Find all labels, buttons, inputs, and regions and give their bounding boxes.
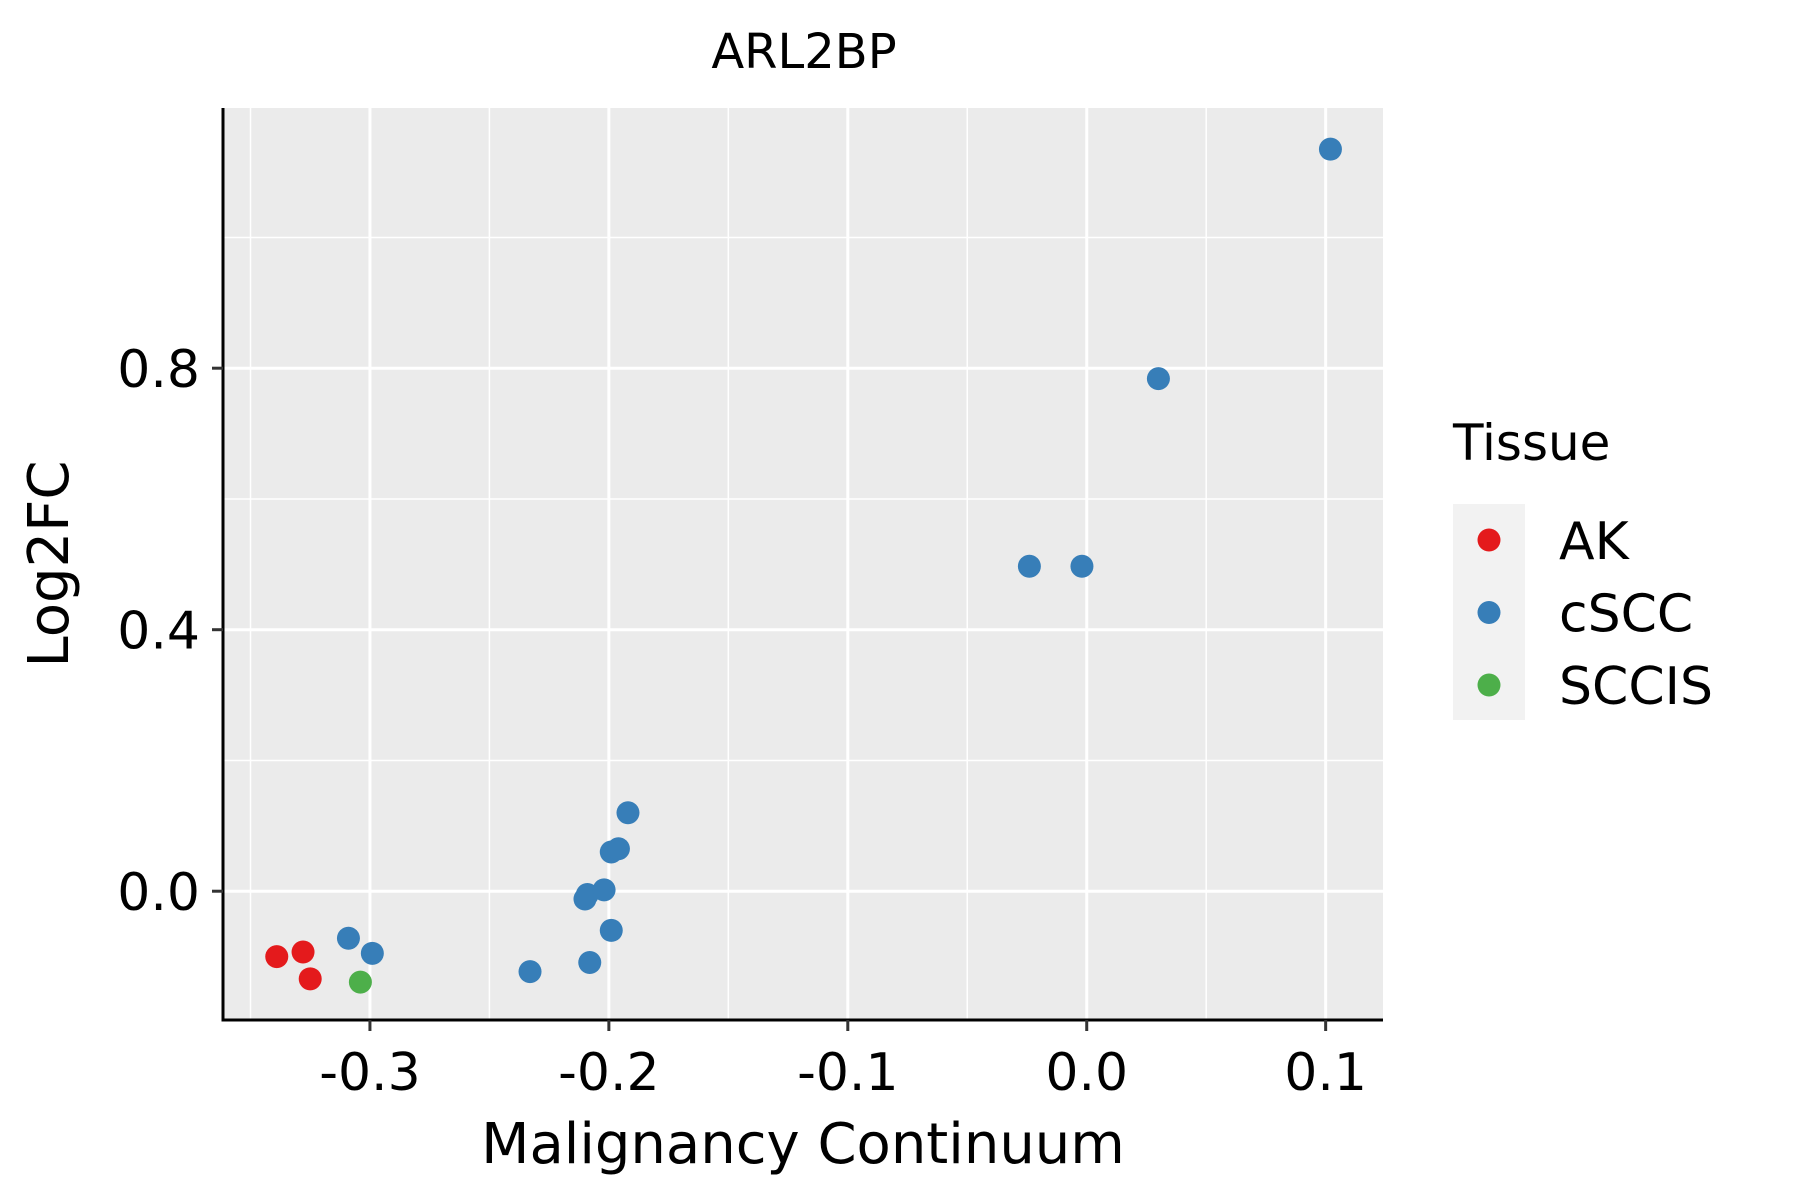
- x-tick-label: 0.1: [1284, 1043, 1367, 1103]
- data-point-ak: [291, 940, 315, 964]
- legend-key-cscc: [1477, 601, 1501, 624]
- x-tick-label: -0.3: [319, 1043, 420, 1103]
- legend-label-ak: AK: [1559, 512, 1631, 572]
- legend-key-sccis: [1477, 673, 1501, 697]
- legend-label-sccis: SCCIS: [1559, 657, 1713, 717]
- data-point-cscc: [592, 878, 616, 902]
- axis-ticks: -0.3 -0.2 -0.1 0.0 0.1 0.0 0.4 0.8: [117, 340, 1367, 1103]
- plot-panel: [223, 108, 1383, 1020]
- data-point-sccis: [348, 970, 372, 994]
- data-point-cscc: [599, 918, 623, 942]
- data-point-cscc: [360, 941, 384, 965]
- legend-title: Tissue: [1452, 414, 1610, 472]
- x-tick-label: -0.2: [558, 1043, 659, 1103]
- data-point-ak: [298, 967, 322, 991]
- data-point-cscc: [1017, 554, 1041, 578]
- x-axis-label: Malignancy Continuum: [481, 1112, 1125, 1177]
- y-tick-label: 0.8: [117, 340, 200, 400]
- data-point-cscc: [518, 960, 542, 984]
- legend: Tissue AK cSCC SCCIS: [1452, 414, 1713, 720]
- chart-title: ARL2BP: [711, 24, 896, 80]
- y-axis-label: Log2FC: [17, 461, 82, 668]
- grid: [223, 108, 1383, 1020]
- data-points: [265, 137, 1342, 994]
- data-point-cscc: [1318, 137, 1342, 161]
- legend-key-ak: [1477, 528, 1501, 552]
- data-point-cscc: [336, 926, 360, 950]
- x-tick-label: -0.1: [797, 1043, 898, 1103]
- data-point-cscc: [1146, 367, 1170, 391]
- data-point-cscc: [1070, 554, 1094, 578]
- data-point-cscc: [578, 950, 602, 974]
- data-point-cscc: [606, 837, 630, 861]
- y-tick-label: 0.4: [117, 602, 200, 662]
- data-point-ak: [265, 945, 289, 969]
- x-tick-label: 0.0: [1045, 1043, 1128, 1103]
- data-point-cscc: [616, 801, 640, 825]
- legend-label-cscc: cSCC: [1559, 585, 1693, 645]
- y-tick-label: 0.0: [117, 863, 200, 923]
